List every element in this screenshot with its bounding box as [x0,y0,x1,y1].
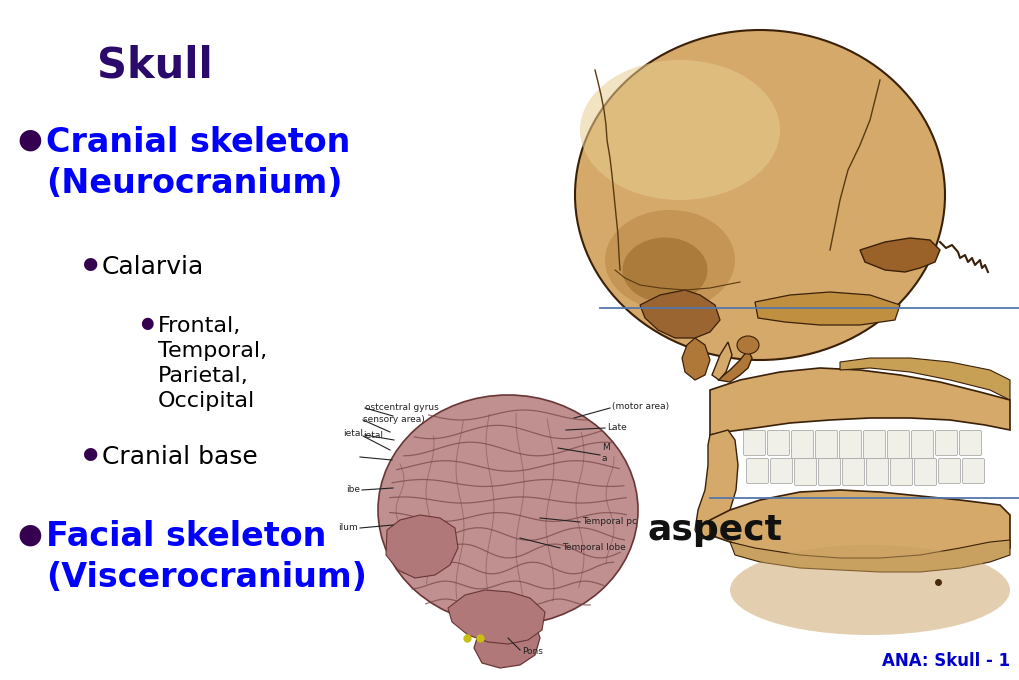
Text: Skull: Skull [97,45,213,87]
Text: Calarvia: Calarvia [102,255,204,279]
Text: ●: ● [17,520,42,548]
FancyBboxPatch shape [890,458,912,486]
Text: ibe: ibe [345,484,360,494]
Ellipse shape [580,60,780,200]
Text: ●: ● [17,126,42,154]
Ellipse shape [622,237,707,303]
Text: M
a: M a [601,443,609,462]
FancyBboxPatch shape [842,458,864,486]
Text: Cranial skeleton
(Neurocranium): Cranial skeleton (Neurocranium) [46,126,350,200]
Text: ●: ● [83,445,98,463]
Text: Pons: Pons [522,647,542,656]
FancyBboxPatch shape [863,430,884,458]
FancyBboxPatch shape [743,430,764,456]
Text: ietal: ietal [363,432,382,441]
Ellipse shape [730,545,1009,635]
Text: ●: ● [83,255,98,273]
FancyBboxPatch shape [937,458,960,483]
Text: ilum: ilum [338,522,358,532]
Polygon shape [682,338,709,380]
Text: ●: ● [141,316,154,331]
Polygon shape [474,618,539,668]
FancyBboxPatch shape [817,458,840,486]
Polygon shape [385,515,458,578]
Text: ostcentral gyrus: ostcentral gyrus [365,403,438,413]
Text: ANA: Skull - 1: ANA: Skull - 1 [881,652,1009,670]
Ellipse shape [378,395,637,625]
Text: sensory area): sensory area) [363,415,424,424]
Polygon shape [754,292,899,325]
Polygon shape [709,490,1009,568]
FancyBboxPatch shape [746,458,767,483]
Polygon shape [694,430,738,540]
Text: Temporal lobe: Temporal lobe [561,543,625,551]
Polygon shape [840,358,1009,400]
FancyBboxPatch shape [769,458,792,483]
Ellipse shape [737,336,758,354]
FancyBboxPatch shape [887,430,909,458]
Text: Facial skeleton
(Viscerocranium): Facial skeleton (Viscerocranium) [46,520,367,594]
Ellipse shape [575,30,944,360]
Polygon shape [447,590,544,644]
FancyBboxPatch shape [959,430,980,456]
FancyBboxPatch shape [962,458,983,483]
FancyBboxPatch shape [839,430,861,458]
Polygon shape [730,540,1009,572]
Polygon shape [717,350,751,382]
Polygon shape [711,342,732,380]
Text: (motor area): (motor area) [611,401,668,411]
FancyBboxPatch shape [766,430,789,456]
Polygon shape [859,238,940,272]
Text: ietal: ietal [342,428,363,437]
Text: Temporal pc: Temporal pc [582,517,637,526]
Text: aspect: aspect [647,513,783,547]
FancyBboxPatch shape [911,430,932,458]
FancyBboxPatch shape [914,458,935,486]
Text: Cranial base: Cranial base [102,445,258,469]
FancyBboxPatch shape [934,430,957,456]
FancyBboxPatch shape [866,458,888,486]
Text: Frontal,
Temporal,
Parietal,
Occipital: Frontal, Temporal, Parietal, Occipital [158,316,267,411]
FancyBboxPatch shape [815,430,837,458]
Polygon shape [709,368,1009,435]
FancyBboxPatch shape [794,458,815,486]
Text: Late: Late [606,422,626,432]
Ellipse shape [604,210,735,310]
FancyBboxPatch shape [791,430,813,458]
Polygon shape [639,290,719,338]
